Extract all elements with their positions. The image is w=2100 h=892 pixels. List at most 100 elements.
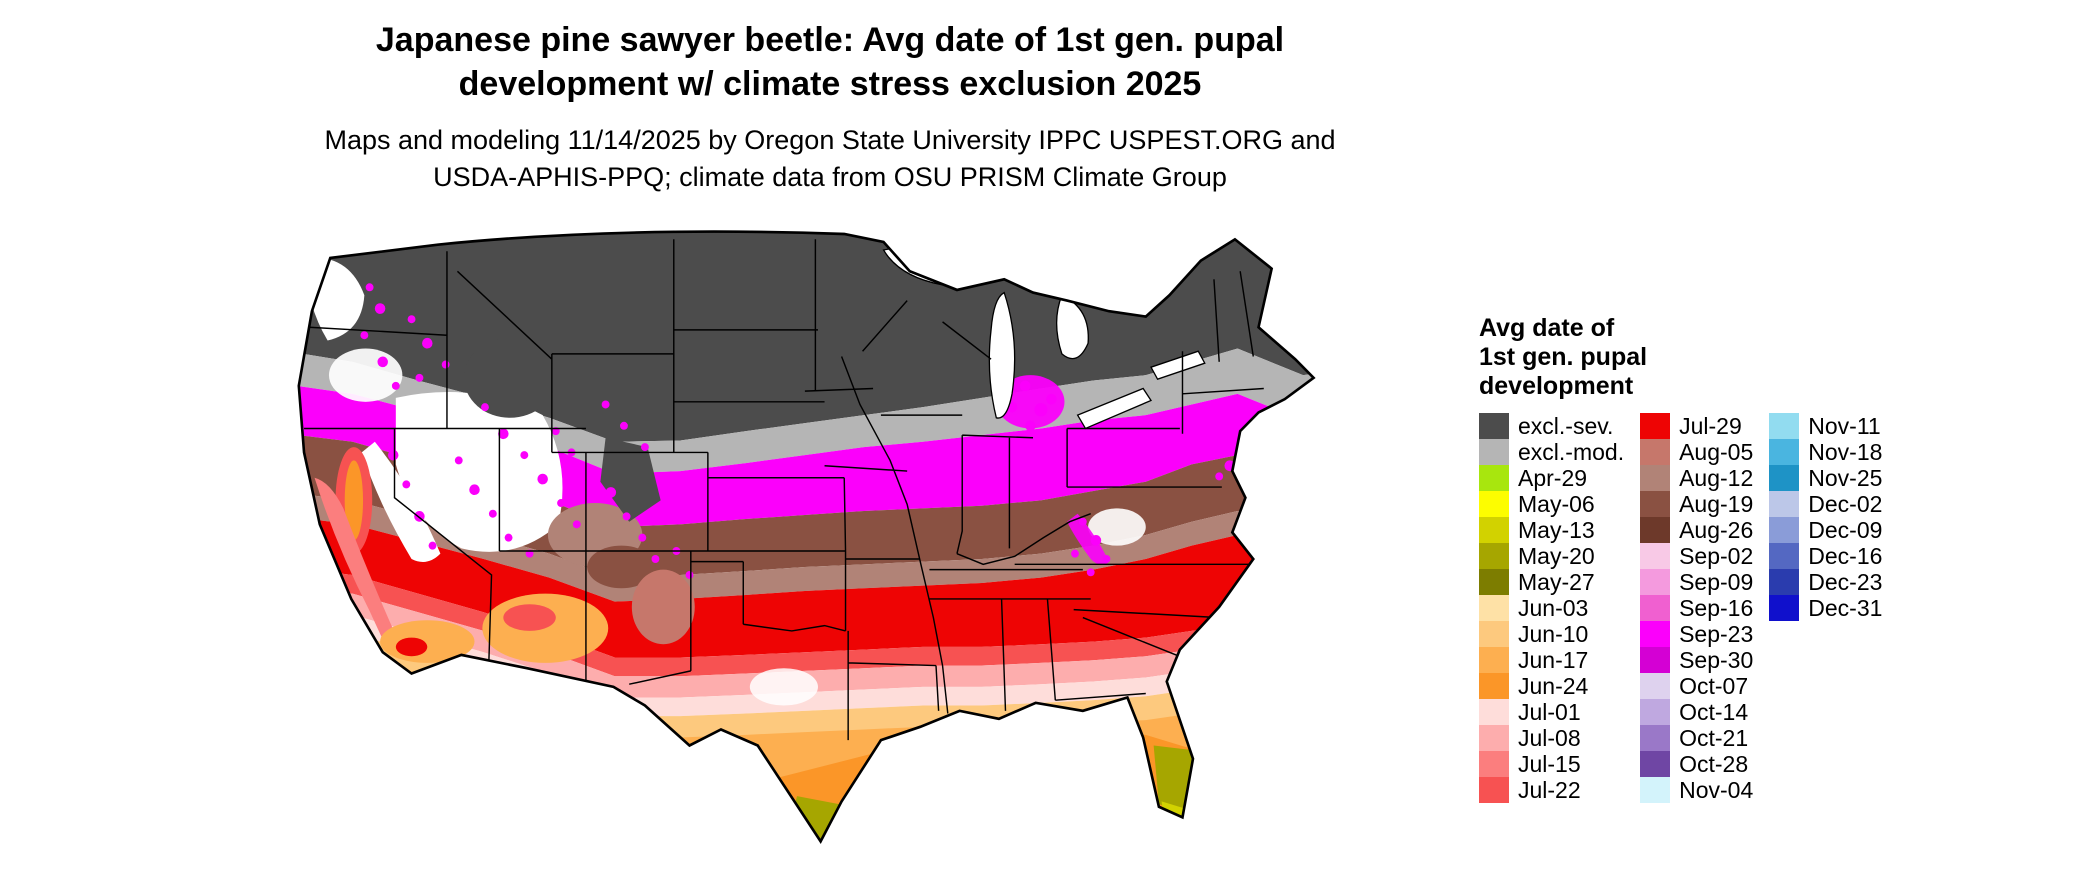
legend-swatch <box>1640 621 1671 647</box>
legend-label: Oct-14 <box>1679 699 1749 725</box>
legend-title-line1: Avg date of <box>1479 314 1615 342</box>
legend-label: Aug-19 <box>1679 491 1754 517</box>
legend-label: Nov-18 <box>1808 439 1883 465</box>
legend-label: Jun-10 <box>1518 621 1589 647</box>
legend-swatch <box>1640 439 1671 465</box>
legend-swatch <box>1479 413 1509 439</box>
legend-swatch <box>1640 777 1671 803</box>
legend-label: Oct-21 <box>1679 725 1749 751</box>
legend-label: Oct-07 <box>1679 673 1749 699</box>
legend-swatch <box>1479 465 1509 491</box>
legend-swatch <box>1640 751 1671 777</box>
legend-label: Oct-28 <box>1679 751 1749 777</box>
legend-swatch <box>1769 491 1800 517</box>
legend-label: Sep-30 <box>1679 647 1754 673</box>
legend-swatch <box>1479 517 1509 543</box>
legend-labels: Jul-29 Aug-05 Aug-12 Aug-19 Aug-26 Sep-02 Sep-… <box>1670 413 1753 803</box>
legend-swatch <box>1479 699 1509 725</box>
legend-column: Jul-29 Aug-05 Aug-12 Aug-19 Aug-26 Sep-02 Sep-… <box>1640 413 1753 803</box>
legend-column: excl.-sev. excl.-mod. Apr-29 May-06 May-13 Ma… <box>1479 413 1624 803</box>
legend-label: Nov-11 <box>1808 413 1881 439</box>
legend-label: Dec-31 <box>1808 595 1883 621</box>
legend-label: May-27 <box>1518 569 1595 595</box>
lake-huron <box>1055 294 1089 360</box>
legend-title: Avg date of 1st gen. pupal development <box>1479 314 1882 401</box>
legend-swatch <box>1479 491 1509 517</box>
legend-label: Nov-25 <box>1808 465 1883 491</box>
legend-swatch <box>1769 517 1800 543</box>
legend-label: excl.-mod. <box>1518 439 1625 465</box>
legend-label: Jul-01 <box>1518 699 1581 725</box>
map-title-line1: Japanese pine sawyer beetle: Avg date of… <box>375 21 1285 59</box>
legend-swatch <box>1769 413 1800 439</box>
legend-label: Sep-02 <box>1679 543 1754 569</box>
map-outline <box>297 230 1316 844</box>
legend-label: Dec-02 <box>1808 491 1883 517</box>
legend-swatch <box>1640 673 1671 699</box>
legend-swatch <box>1479 673 1509 699</box>
legend-label: Aug-26 <box>1679 517 1754 543</box>
legend-swatch <box>1640 569 1671 595</box>
legend-column: Nov-11 Nov-18 Nov-25 Dec-02 Dec-09 Dec-16 Dec-… <box>1769 413 1882 621</box>
legend-swatch <box>1479 725 1509 751</box>
legend-label: Jul-29 <box>1679 413 1742 439</box>
legend-label: Aug-05 <box>1679 439 1754 465</box>
map-subtitle-line1: Maps and modeling 11/14/2025 by Oregon S… <box>324 125 1336 155</box>
legend-label: Sep-16 <box>1679 595 1754 621</box>
legend-swatch <box>1479 569 1509 595</box>
legend-swatch <box>1640 491 1671 517</box>
legend-swatch <box>1640 595 1671 621</box>
legend-label: Jul-08 <box>1518 725 1581 751</box>
legend-swatch <box>1479 751 1509 777</box>
legend-swatch <box>1479 439 1509 465</box>
legend-swatch <box>1640 465 1671 491</box>
legend-swatch <box>1479 543 1509 569</box>
legend-color-strip <box>1479 413 1509 803</box>
legend-label: excl.-sev. <box>1518 413 1614 439</box>
legend-label: Jun-17 <box>1518 647 1589 673</box>
legend: Avg date of 1st gen. pupal development e… <box>1479 314 1882 803</box>
map-state-borders <box>304 239 1264 741</box>
legend-label: Sep-23 <box>1679 621 1754 647</box>
legend-title-line3: development <box>1479 372 1634 400</box>
lake-erie <box>1076 387 1153 430</box>
legend-swatch <box>1479 621 1509 647</box>
legend-label: Jul-15 <box>1518 751 1581 777</box>
legend-swatch <box>1640 699 1671 725</box>
legend-label: May-06 <box>1518 491 1595 517</box>
map-title-line2: development w/ climate stress exclusion … <box>458 65 1202 103</box>
legend-color-strip <box>1640 413 1671 803</box>
legend-swatch <box>1769 543 1800 569</box>
header: Japanese pine sawyer beetle: Avg date of… <box>0 18 1660 196</box>
legend-label: Dec-16 <box>1808 543 1883 569</box>
legend-swatch <box>1769 439 1800 465</box>
legend-label: Jun-24 <box>1518 673 1589 699</box>
legend-swatch <box>1640 725 1671 751</box>
legend-color-strip <box>1769 413 1800 621</box>
legend-label: Jun-03 <box>1518 595 1589 621</box>
map-subtitle-line2: USDA-APHIS-PPQ; climate data from OSU PR… <box>433 162 1227 192</box>
legend-labels: excl.-sev. excl.-mod. Apr-29 May-06 May-13 Ma… <box>1509 413 1624 803</box>
legend-title-line2: 1st gen. pupal <box>1479 343 1648 371</box>
legend-swatch <box>1640 543 1671 569</box>
legend-label: Apr-29 <box>1518 465 1588 491</box>
legend-label: May-13 <box>1518 517 1595 543</box>
legend-swatch <box>1640 517 1671 543</box>
legend-swatch <box>1479 647 1509 673</box>
legend-swatch <box>1640 647 1671 673</box>
legend-label: Sep-09 <box>1679 569 1754 595</box>
us-map <box>297 230 1316 844</box>
legend-swatch <box>1769 595 1800 621</box>
legend-label: Nov-04 <box>1679 777 1754 803</box>
lake-michigan <box>988 291 1016 419</box>
legend-labels: Nov-11 Nov-18 Nov-25 Dec-02 Dec-09 Dec-16 Dec-… <box>1799 413 1882 621</box>
legend-label: May-20 <box>1518 543 1595 569</box>
legend-label: Dec-23 <box>1808 569 1883 595</box>
legend-label: Dec-09 <box>1808 517 1883 543</box>
legend-swatch <box>1479 595 1509 621</box>
legend-swatch <box>1769 465 1800 491</box>
legend-columns: excl.-sev. excl.-mod. Apr-29 May-06 May-13 Ma… <box>1479 413 1882 803</box>
legend-swatch <box>1479 777 1509 803</box>
legend-label: Aug-12 <box>1679 465 1754 491</box>
